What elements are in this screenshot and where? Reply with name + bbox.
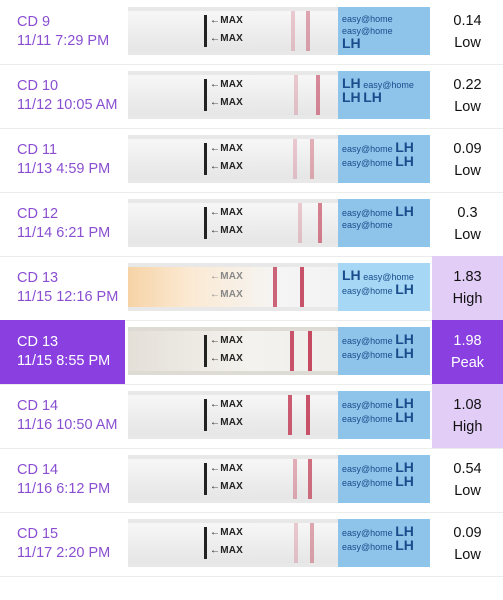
lh-level: Low [454, 35, 481, 51]
test-label: CD 12 11/14 6:21 PM [0, 192, 125, 256]
test-strip-image: ←MAX ←MAX LH easy@home easy@home LH [128, 263, 430, 311]
test-row[interactable]: CD 13 11/15 12:16 PM ←MAX ←MAX LH easy@ho… [0, 256, 503, 321]
brand-label: easy@home LH easy@home LH [338, 455, 430, 503]
lh-value-cell: 0.09 Low [432, 512, 503, 576]
cycle-day: CD 10 [17, 78, 59, 94]
test-row[interactable]: CD 10 11/12 10:05 AM ←MAX ←MAX LH easy@ho… [0, 64, 503, 129]
test-row[interactable]: CD 15 11/17 2:20 PM ←MAX ←MAX easy@home L… [0, 512, 503, 577]
cycle-day: CD 11 [17, 142, 58, 158]
lh-level: High [452, 291, 483, 307]
lh-ratio: 0.3 [457, 205, 478, 221]
test-strip-image: ←MAX ←MAX easy@home LH easy@home [128, 199, 430, 247]
test-strip-image: ←MAX ←MAX easy@home easy@home LH [128, 7, 430, 55]
test-datetime: 11/13 4:59 PM [17, 161, 111, 177]
test-label: CD 13 11/15 8:55 PM [0, 320, 125, 384]
max-marker: ←MAX ←MAX [210, 527, 244, 556]
lh-ratio: 1.08 [453, 397, 482, 413]
cycle-day: CD 13 [17, 334, 59, 350]
test-row[interactable]: CD 11 11/13 4:59 PM ←MAX ←MAX easy@home L… [0, 128, 503, 193]
max-marker: ←MAX ←MAX [210, 15, 244, 44]
test-datetime: 11/15 12:16 PM [17, 289, 119, 305]
test-row[interactable]: CD 14 11/16 10:50 AM ←MAX ←MAX easy@home … [0, 384, 503, 449]
lh-ratio: 1.98 [453, 333, 482, 349]
lh-value-cell: 0.14 Low [432, 0, 503, 64]
lh-value-cell: 1.08 High [432, 384, 503, 448]
max-marker: ←MAX ←MAX [210, 79, 244, 108]
lh-level: Low [454, 227, 481, 243]
max-marker: ←MAX ←MAX [210, 271, 244, 300]
brand-label: easy@home LH easy@home LH [338, 391, 430, 439]
lh-level: Low [454, 99, 481, 115]
lh-level: Low [454, 163, 481, 179]
lh-value-cell: 1.83 High [432, 256, 503, 320]
lh-value-cell: 1.98 Peak [432, 320, 503, 384]
lh-ratio: 1.83 [453, 269, 482, 285]
test-row[interactable]: CD 12 11/14 6:21 PM ←MAX ←MAX easy@home L… [0, 192, 503, 257]
lh-ratio: 0.22 [453, 77, 482, 93]
test-label: CD 15 11/17 2:20 PM [0, 512, 125, 576]
cycle-day: CD 9 [17, 14, 51, 30]
test-label: CD 10 11/12 10:05 AM [0, 64, 125, 128]
test-label: CD 13 11/15 12:16 PM [0, 256, 125, 320]
test-strip-image: ←MAX ←MAX easy@home LH easy@home LH [128, 391, 430, 439]
test-datetime: 11/17 2:20 PM [17, 545, 111, 561]
brand-label: easy@home LH easy@home [338, 199, 430, 247]
test-strip-image: ←MAX ←MAX easy@home LH easy@home LH [128, 327, 430, 375]
test-strip-image: ←MAX ←MAX easy@home LH easy@home LH [128, 135, 430, 183]
test-row[interactable]: CD 14 11/16 6:12 PM ←MAX ←MAX easy@home L… [0, 448, 503, 513]
test-label: CD 14 11/16 6:12 PM [0, 448, 125, 512]
lh-level: Low [454, 547, 481, 563]
test-strip-image: ←MAX ←MAX easy@home LH easy@home LH [128, 455, 430, 503]
lh-level: Low [454, 483, 481, 499]
brand-label: easy@home LH easy@home LH [338, 135, 430, 183]
lh-ratio: 0.09 [453, 525, 482, 541]
cycle-day: CD 14 [17, 398, 59, 414]
test-datetime: 11/14 6:21 PM [17, 225, 111, 241]
max-marker: ←MAX ←MAX [210, 143, 244, 172]
test-datetime: 11/11 7:29 PM [17, 33, 110, 49]
brand-label: easy@home easy@home LH [338, 7, 430, 55]
brand-label: easy@home LH easy@home LH [338, 519, 430, 567]
test-row[interactable]: CD 9 11/11 7:29 PM ←MAX ←MAX easy@home ea… [0, 0, 503, 65]
brand-label: easy@home LH easy@home LH [338, 327, 430, 375]
test-strip-image: ←MAX ←MAX LH easy@home LH LH [128, 71, 430, 119]
test-row-selected[interactable]: CD 13 11/15 8:55 PM ←MAX ←MAX easy@home L… [0, 320, 503, 385]
brand-label: LH easy@home easy@home LH [338, 263, 430, 311]
test-datetime: 11/16 10:50 AM [17, 417, 118, 433]
cycle-day: CD 15 [17, 526, 59, 542]
lh-value-cell: 0.09 Low [432, 128, 503, 192]
lh-value-cell: 0.3 Low [432, 192, 503, 256]
test-label: CD 14 11/16 10:50 AM [0, 384, 125, 448]
lh-value-cell: 0.54 Low [432, 448, 503, 512]
cycle-day: CD 13 [17, 270, 59, 286]
lh-value-cell: 0.22 Low [432, 64, 503, 128]
max-marker: ←MAX ←MAX [210, 399, 244, 428]
test-datetime: 11/16 6:12 PM [17, 481, 111, 497]
lh-ratio: 0.14 [453, 13, 482, 29]
test-datetime: 11/15 8:55 PM [17, 353, 111, 369]
lh-ratio: 0.54 [453, 461, 482, 477]
lh-ratio: 0.09 [453, 141, 482, 157]
test-strip-image: ←MAX ←MAX easy@home LH easy@home LH [128, 519, 430, 567]
test-label: CD 11 11/13 4:59 PM [0, 128, 125, 192]
test-label: CD 9 11/11 7:29 PM [0, 0, 125, 64]
max-marker: ←MAX ←MAX [210, 335, 244, 364]
lh-level: Peak [450, 355, 485, 371]
cycle-day: CD 14 [17, 462, 59, 478]
cycle-day: CD 12 [17, 206, 59, 222]
max-marker: ←MAX ←MAX [210, 463, 244, 492]
max-marker: ←MAX ←MAX [210, 207, 244, 236]
test-datetime: 11/12 10:05 AM [17, 97, 118, 113]
brand-label: LH easy@home LH LH [338, 71, 430, 119]
lh-level: High [452, 419, 483, 435]
